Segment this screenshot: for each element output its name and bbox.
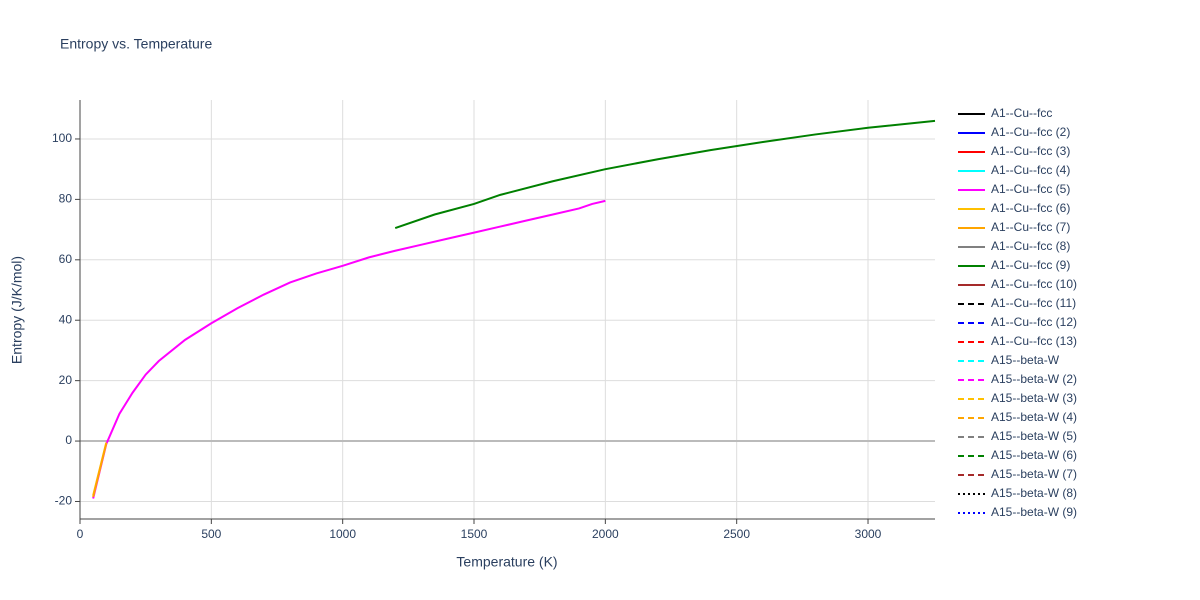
chart-title: Entropy vs. Temperature [60, 36, 212, 52]
legend-label: A1--Cu--fcc (5) [991, 182, 1070, 196]
legend-label: A1--Cu--fcc (11) [991, 296, 1076, 310]
legend-label: A1--Cu--fcc (4) [991, 163, 1070, 177]
legend-label: A1--Cu--fcc (10) [991, 277, 1077, 291]
legend-label: A1--Cu--fcc (8) [991, 239, 1070, 253]
legend-label: A15--beta-W (8) [991, 486, 1077, 500]
x-tick-label: 0 [77, 527, 84, 541]
x-tick-label: 1500 [461, 527, 488, 541]
legend-label: A15--beta-W (6) [991, 448, 1077, 462]
y-tick-label: 0 [65, 433, 72, 447]
legend-label: A1--Cu--fcc (9) [991, 258, 1070, 272]
legend-label: A1--Cu--fcc (7) [991, 220, 1070, 234]
x-tick-label: 2000 [592, 527, 619, 541]
y-axis-label: Entropy (J/K/mol) [9, 256, 25, 364]
legend-label: A15--beta-W (5) [991, 429, 1077, 443]
legend-label: A1--Cu--fcc (13) [991, 334, 1077, 348]
legend-label: A1--Cu--fcc (6) [991, 201, 1070, 215]
legend-label: A1--Cu--fcc (2) [991, 125, 1070, 139]
series-line [92, 199, 606, 499]
x-tick-label: 2500 [723, 527, 750, 541]
legend-label: A15--beta-W (4) [991, 410, 1077, 424]
legend-label: A1--Cu--fcc (12) [991, 315, 1077, 329]
x-axis-label: Temperature (K) [456, 554, 557, 570]
series-line [394, 119, 936, 230]
x-tick-label: 500 [201, 527, 221, 541]
legend-label: A15--beta-W (2) [991, 372, 1077, 386]
legend-label: A15--beta-W [991, 353, 1060, 367]
y-tick-label: 40 [59, 312, 73, 326]
y-tick-label: 100 [52, 131, 72, 145]
y-tick-label: -20 [55, 494, 73, 508]
x-tick-label: 3000 [855, 527, 882, 541]
y-tick-label: 60 [59, 252, 73, 266]
series-line [92, 443, 108, 498]
legend-label: A1--Cu--fcc [991, 106, 1052, 120]
legend-label: A15--beta-W (9) [991, 505, 1077, 519]
legend-label: A1--Cu--fcc (3) [991, 144, 1070, 158]
legend-label: A15--beta-W (3) [991, 391, 1077, 405]
y-tick-label: 80 [59, 192, 73, 206]
legend-label: A15--beta-W (7) [991, 467, 1077, 481]
x-tick-label: 1000 [329, 527, 356, 541]
y-tick-label: 20 [59, 373, 73, 387]
